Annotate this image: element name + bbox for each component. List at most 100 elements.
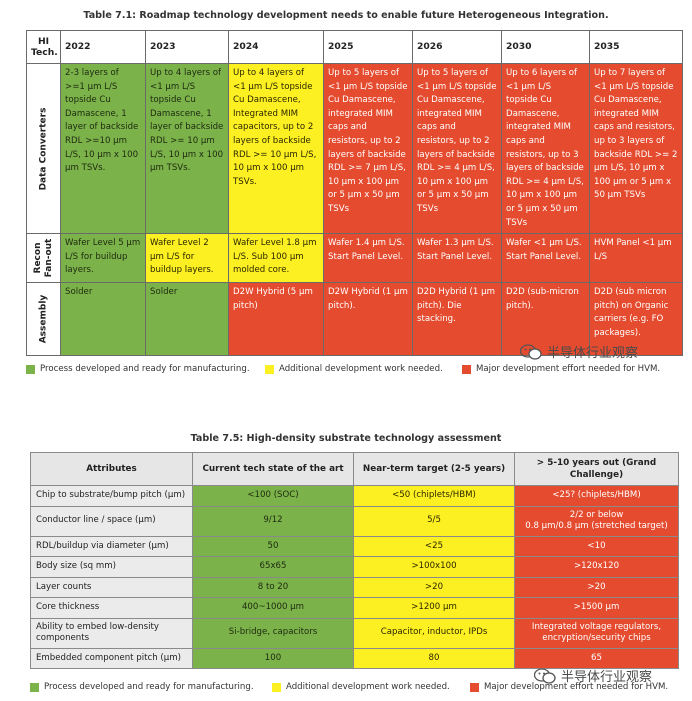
grand-challenge-cell: 2/2 or below 0.8 μm/0.8 μm (stretched ta… xyxy=(514,505,679,537)
watermark-text: 半导体行业观察 xyxy=(547,346,639,361)
roadmap-cell: D2D Hybrid (1 μm pitch). Die stacking. xyxy=(412,282,502,357)
roadmap-cell: Wafer Level 2 μm L/S for buildup layers. xyxy=(145,233,229,284)
roadmap-cell: Solder xyxy=(145,282,229,357)
legend-swatch-red xyxy=(470,682,479,692)
roadmap-cell: 2-3 layers of >=1 μm L/S topside Cu Dama… xyxy=(60,62,146,235)
roadmap-cell: Up to 7 layers of <1 μm L/S topside Cu D… xyxy=(589,62,683,235)
current-cell: 50 xyxy=(192,535,354,557)
roadmap-cell: Wafer Level 5 μm L/S for buildup layers. xyxy=(60,233,146,284)
legend-label: Additional development work needed. xyxy=(279,364,443,374)
roadmap-cell: Wafer Level 1.8 μm L/S. Sub 100 μm molde… xyxy=(228,233,324,284)
year-header: 2026 xyxy=(412,30,502,64)
attribute-cell: Body size (sq mm) xyxy=(30,556,193,578)
current-cell: 9/12 xyxy=(192,505,354,537)
roadmap-cell: Solder xyxy=(60,282,146,357)
roadmap-cell: Up to 4 layers of <1 μm L/S topside Cu D… xyxy=(145,62,229,235)
attribute-cell: Conductor line / space (μm) xyxy=(30,505,193,537)
near-term-cell: 5/5 xyxy=(353,505,515,537)
attribute-cell: Core thickness xyxy=(30,597,193,619)
roadmap-cell: Up to 5 layers of <1 μm L/S topside Cu D… xyxy=(323,62,413,235)
roadmap-cell: Up to 6 layers of <1 μm L/S topside Cu D… xyxy=(501,62,590,235)
roadmap-cell: HVM Panel <1 μm L/S xyxy=(589,233,683,284)
table2-caption: Table 7.5: High-density substrate techno… xyxy=(190,433,502,444)
attribute-cell: Ability to embed low-density components xyxy=(30,617,193,649)
table-row: Conductor line / space (μm) 9/12 5/5 2/2… xyxy=(30,505,679,537)
year-header: 2024 xyxy=(228,30,324,64)
legend-swatch-green xyxy=(26,364,35,374)
attribute-cell: Layer counts xyxy=(30,576,193,598)
grand-challenge-cell: >120x120 xyxy=(514,556,679,578)
table-row: Ability to embed low-density components … xyxy=(30,617,679,649)
near-term-cell: >100x100 xyxy=(353,556,515,578)
year-header: 2023 xyxy=(145,30,229,64)
year-header: 2022 xyxy=(60,30,146,64)
current-cell: 100 xyxy=(192,647,354,669)
grand-challenge-cell: >1500 μm xyxy=(514,597,679,619)
year-header: 2035 xyxy=(589,30,683,64)
roadmap-cell: D2W Hybrid (5 μm pitch) xyxy=(228,282,324,357)
table-row: Core thickness 400~1000 μm >1200 μm >150… xyxy=(30,597,679,619)
row-label-recon-fanout: Recon Fan-out xyxy=(32,238,54,278)
attribute-cell: RDL/buildup via diameter (μm) xyxy=(30,535,193,557)
current-cell: 400~1000 μm xyxy=(192,597,354,619)
table-row: Embedded component pitch (μm) 100 80 65 xyxy=(30,647,679,669)
legend-swatch-yellow xyxy=(272,682,281,692)
row-label-cell: Assembly xyxy=(26,282,61,357)
header-current: Current tech state of the art xyxy=(192,452,354,486)
row-label-cell: Data Converters xyxy=(26,62,61,235)
attribute-cell: Chip to substrate/bump pitch (μm) xyxy=(30,485,193,507)
grand-challenge-cell: Integrated voltage regulators, encryptio… xyxy=(514,617,679,649)
roadmap-cell: Wafer 1.4 μm L/S. Start Panel Level. xyxy=(323,233,413,284)
header-attributes: Attributes xyxy=(30,452,193,486)
wechat-icon xyxy=(534,667,556,684)
current-cell: <100 (SOC) xyxy=(192,485,354,507)
legend-label: Process developed and ready for manufact… xyxy=(40,364,250,374)
legend-red: Major development effort needed for HVM. xyxy=(462,364,660,374)
header-near-term: Near-term target (2-5 years) xyxy=(353,452,515,486)
attribute-cell: Embedded component pitch (μm) xyxy=(30,647,193,669)
roadmap-cell: D2W Hybrid (1 μm pitch). xyxy=(323,282,413,357)
grand-challenge-cell: >20 xyxy=(514,576,679,598)
table-row: Layer counts 8 to 20 >20 >20 xyxy=(30,576,679,598)
legend-green: Process developed and ready for manufact… xyxy=(26,364,250,374)
legend-label: Additional development work needed. xyxy=(286,682,450,692)
roadmap-cell: Up to 5 layers of <1 μm L/S topside Cu D… xyxy=(412,62,502,235)
year-header: 2025 xyxy=(323,30,413,64)
watermark: 半导体行业观察 xyxy=(534,666,652,685)
near-term-cell: <50 (chiplets/HBM) xyxy=(353,485,515,507)
current-cell: Si-bridge, capacitors xyxy=(192,617,354,649)
current-cell: 65x65 xyxy=(192,556,354,578)
table-row: RDL/buildup via diameter (μm) 50 <25 <10 xyxy=(30,535,679,557)
data-converters-row: Data Converters 2-3 layers of >=1 μm L/S… xyxy=(26,62,683,235)
assembly-row: Assembly Solder Solder D2W Hybrid (5 μm … xyxy=(26,282,683,357)
row-label-data-converters: Data Converters xyxy=(38,107,48,190)
row-label-cell: Recon Fan-out xyxy=(26,233,61,284)
roadmap-cell: D2D (sub micron pitch) on Organic carrie… xyxy=(589,282,683,357)
table-row: Body size (sq mm) 65x65 >100x100 >120x12… xyxy=(30,556,679,578)
table-row: Chip to substrate/bump pitch (μm) <100 (… xyxy=(30,485,679,507)
near-term-cell: >20 xyxy=(353,576,515,598)
legend-green: Process developed and ready for manufact… xyxy=(30,682,254,692)
substrate-table: Attributes Current tech state of the art… xyxy=(30,452,679,669)
current-cell: 8 to 20 xyxy=(192,576,354,598)
roadmap-cell: Wafer <1 μm L/S. Start Panel Level. xyxy=(501,233,590,284)
legend-red: Major development effort needed for HVM. xyxy=(470,682,668,692)
hi-tech-header: HI Tech. xyxy=(26,30,61,64)
roadmap-cell: Wafer 1.3 μm L/S. Start Panel Level. xyxy=(412,233,502,284)
roadmap-cell: Up to 4 layers of <1 μm L/S topside Cu D… xyxy=(228,62,324,235)
watermark: 半导体行业观察 xyxy=(520,342,638,361)
row-label-assembly: Assembly xyxy=(38,294,48,344)
grand-challenge-cell: <10 xyxy=(514,535,679,557)
watermark-text: 半导体行业观察 xyxy=(561,670,653,685)
wechat-icon xyxy=(520,343,542,360)
legend-swatch-yellow xyxy=(265,364,274,374)
legend-yellow: Additional development work needed. xyxy=(272,682,450,692)
year-header: 2030 xyxy=(501,30,590,64)
legend-label: Process developed and ready for manufact… xyxy=(44,682,254,692)
legend-yellow: Additional development work needed. xyxy=(265,364,443,374)
legend-swatch-red xyxy=(462,364,471,374)
grand-challenge-cell: <25? (chiplets/HBM) xyxy=(514,485,679,507)
roadmap-table: HI Tech. 2022 2023 2024 2025 2026 2030 2… xyxy=(26,30,683,357)
legend-label: Major development effort needed for HVM. xyxy=(476,364,661,374)
near-term-cell: 80 xyxy=(353,647,515,669)
